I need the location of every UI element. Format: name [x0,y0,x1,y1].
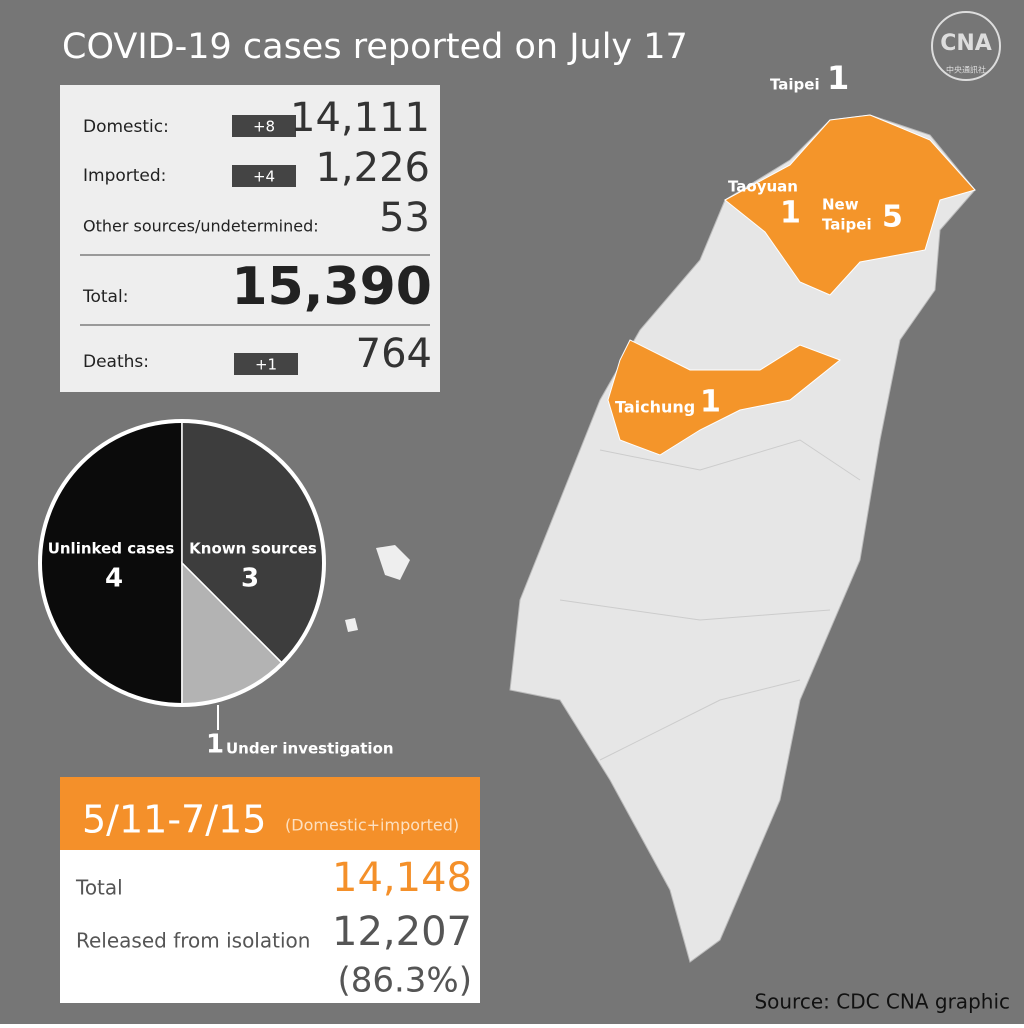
summary-header [60,777,480,850]
logo-text: CNA [940,31,992,56]
pie-outline [38,419,326,707]
logo [931,11,1001,81]
border [599,679,801,761]
badge [232,165,296,187]
map-label: New [822,196,859,214]
summary-value: 12,207 [332,909,472,955]
stat-value: 764 [356,331,432,377]
map-count: 1 [780,196,801,231]
stat-value: 53 [379,195,430,241]
border [599,439,861,481]
border [559,599,831,621]
total-value: 15,390 [231,257,432,317]
summary-value: 14,148 [332,855,472,901]
pie-chart [38,419,326,707]
islands [345,618,358,632]
summary-label: Total [75,876,123,900]
stat-label: Total: [82,287,128,307]
map-count: 1 [700,385,721,420]
badge [232,115,296,137]
summary-body [60,850,480,1003]
map-label: Taoyuan [728,178,798,196]
pie-value: 1 [206,730,224,760]
stat-value: 14,111 [290,95,430,141]
pie-value: 3 [241,564,259,594]
stat-label: Imported: [83,166,166,186]
pie-label: Known sources [189,540,317,558]
stat-label: Deaths: [83,352,149,372]
map-label: Taichung [615,398,695,417]
stat-value: 1,226 [315,145,430,191]
taiwan [509,114,976,963]
stat-label: Other sources/undetermined: [83,217,319,236]
map-count: 1 [827,59,849,97]
map-label: Taipei [770,76,820,94]
map-count: 5 [882,200,903,235]
badge [234,353,298,375]
period: 5/11-7/15 [82,798,266,842]
stat-change: +4 [253,168,275,186]
stat-label: Domestic: [83,117,169,137]
north-region [724,114,976,296]
pie-label: Unlinked cases [48,540,175,558]
summary-label: Released from isolation [76,929,310,953]
pie-label: Under investigation [226,740,394,758]
period-note: (Domestic+imported) [285,816,459,835]
logo-sub: 中央通訊社 [946,65,986,75]
title: COVID-19 cases reported on July 17 [62,27,688,67]
map [345,114,976,963]
taichung-region [607,339,841,456]
pie-value: 4 [105,564,123,594]
summary-percent: (86.3%) [337,961,472,1001]
stat-change: +8 [253,118,275,136]
stat-change: +1 [255,356,277,374]
source: Source: CDC CNA graphic [754,990,1010,1014]
map-label: Taipei [822,216,872,234]
islands [376,545,410,580]
